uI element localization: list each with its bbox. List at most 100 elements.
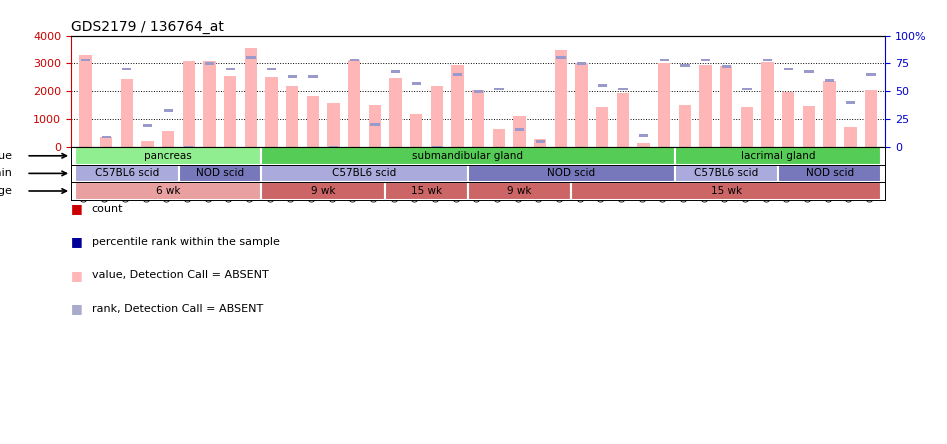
Bar (492, 130, 505, 147)
Bar (261, 165, 468, 182)
Bar (571, 182, 882, 200)
Text: pancreas: pancreas (144, 151, 192, 161)
Text: C57BL6 scid: C57BL6 scid (332, 168, 397, 178)
Bar (370, 123, 380, 126)
Bar (162, 131, 174, 147)
Bar (616, 93, 629, 147)
Bar (472, 90, 485, 147)
Text: 6 wk: 6 wk (156, 186, 181, 196)
Bar (555, 50, 567, 147)
Bar (680, 64, 689, 67)
Text: strain: strain (0, 168, 12, 178)
Bar (804, 70, 813, 72)
Bar (101, 135, 111, 139)
Bar (348, 60, 361, 147)
Bar (75, 147, 261, 165)
Bar (674, 165, 777, 182)
Bar (658, 63, 670, 147)
Bar (328, 103, 340, 147)
Bar (513, 115, 526, 147)
Bar (453, 73, 462, 76)
Bar (185, 146, 193, 148)
Bar (844, 127, 856, 147)
Bar (389, 78, 402, 147)
Bar (515, 128, 525, 131)
Bar (143, 124, 152, 127)
Bar (385, 182, 468, 200)
Bar (720, 66, 732, 147)
Text: percentile rank within the sample: percentile rank within the sample (92, 237, 279, 247)
Text: NOD scid: NOD scid (196, 168, 244, 178)
Bar (534, 139, 546, 147)
Bar (596, 107, 609, 147)
Text: count: count (92, 204, 123, 214)
Bar (183, 60, 195, 147)
Bar (674, 147, 882, 165)
Bar (75, 182, 261, 200)
Bar (329, 146, 338, 148)
Text: ■: ■ (71, 269, 82, 282)
Bar (224, 75, 237, 147)
Bar (468, 182, 571, 200)
Bar (784, 67, 793, 70)
Text: lacrimal gland: lacrimal gland (741, 151, 815, 161)
Bar (75, 165, 179, 182)
Bar (286, 86, 298, 147)
Bar (803, 106, 815, 147)
Text: ■: ■ (71, 302, 82, 315)
Bar (164, 109, 172, 111)
Bar (679, 106, 691, 147)
Text: 15 wk: 15 wk (411, 186, 442, 196)
Bar (452, 65, 464, 147)
Bar (122, 67, 132, 70)
Bar (618, 87, 628, 91)
Text: value, Detection Call = ABSENT: value, Detection Call = ABSENT (92, 270, 269, 280)
Bar (701, 59, 710, 61)
Bar (824, 81, 836, 147)
Bar (598, 84, 607, 87)
Text: ■: ■ (71, 235, 82, 249)
Bar (846, 101, 855, 104)
Text: 15 wk: 15 wk (710, 186, 742, 196)
Text: C57BL6 scid: C57BL6 scid (95, 168, 159, 178)
Text: 9 wk: 9 wk (311, 186, 335, 196)
Bar (205, 62, 214, 65)
Bar (825, 79, 834, 82)
Bar (261, 182, 385, 200)
Bar (431, 86, 443, 147)
Bar (412, 82, 420, 85)
Bar (722, 65, 731, 68)
Text: age: age (0, 186, 12, 196)
Bar (265, 77, 277, 147)
Bar (782, 92, 795, 147)
Bar (307, 96, 319, 147)
Bar (432, 146, 441, 148)
Bar (742, 87, 752, 91)
Bar (204, 60, 216, 147)
Bar (244, 48, 257, 147)
Bar (100, 137, 113, 147)
Text: rank, Detection Call = ABSENT: rank, Detection Call = ABSENT (92, 304, 263, 313)
Bar (120, 79, 133, 147)
Text: NOD scid: NOD scid (547, 168, 596, 178)
Bar (700, 65, 712, 147)
Bar (368, 105, 381, 147)
Bar (410, 114, 422, 147)
Bar (763, 59, 772, 61)
Bar (261, 147, 674, 165)
Bar (494, 87, 504, 91)
Bar (179, 165, 261, 182)
Bar (308, 75, 317, 78)
Bar (267, 67, 277, 70)
Bar (865, 90, 877, 147)
Bar (141, 141, 153, 147)
Bar (536, 140, 545, 143)
Bar (577, 62, 586, 65)
Text: C57BL6 scid: C57BL6 scid (694, 168, 759, 178)
Bar (225, 67, 235, 70)
Bar (80, 55, 92, 147)
Text: 9 wk: 9 wk (508, 186, 532, 196)
Bar (80, 59, 90, 61)
Text: ■: ■ (71, 202, 82, 215)
Text: submandibular gland: submandibular gland (412, 151, 524, 161)
